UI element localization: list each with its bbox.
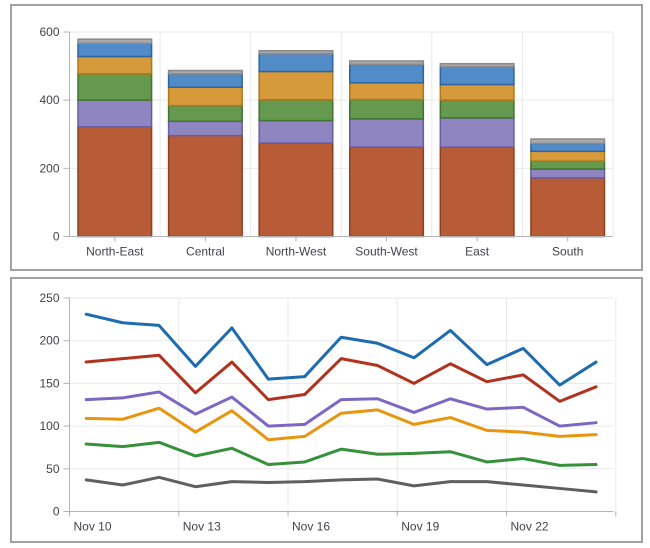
y-axis-label: 150 bbox=[39, 376, 59, 390]
bar-segment-gray-series[interactable] bbox=[349, 60, 425, 66]
bar-segment-gold-series[interactable] bbox=[439, 83, 515, 101]
y-axis-label: 100 bbox=[39, 419, 59, 433]
x-axis-label: Nov 22 bbox=[511, 520, 549, 534]
bar-segment-green-series[interactable] bbox=[258, 99, 334, 122]
bar-segment-green-series[interactable] bbox=[77, 73, 153, 101]
bar-segment-gray-series[interactable] bbox=[258, 49, 334, 55]
bar-segment-blue-series[interactable] bbox=[258, 53, 334, 73]
stacked-bar-chart[interactable]: 0 200 400 600 North-East Central North-West Sou… bbox=[12, 6, 641, 269]
bar-segment-rust-series[interactable] bbox=[258, 142, 334, 238]
stacked-bar-chart-panel: 0 200 400 600 North-East Central North-West Sou… bbox=[10, 4, 643, 271]
x-axis-label: Nov 10 bbox=[73, 520, 111, 534]
x-axis-label: South-West bbox=[355, 245, 418, 259]
bar-segment-blue-series[interactable] bbox=[349, 63, 425, 84]
line-series-orange-series[interactable] bbox=[84, 406, 598, 442]
bar-segment-gray-series[interactable] bbox=[167, 69, 243, 75]
bar-segment-rust-series[interactable] bbox=[167, 134, 243, 238]
y-axis-label: 0 bbox=[53, 505, 60, 519]
bar-segment-gray-series[interactable] bbox=[439, 62, 515, 68]
line-chart[interactable]: 0 50 100 150 200 250 Nov 10 Nov 13 Nov 16 Nov 19 N… bbox=[12, 279, 641, 541]
line-series-purple-series[interactable] bbox=[84, 390, 598, 428]
y-axis-label: 200 bbox=[39, 334, 59, 348]
y-axis-label: 50 bbox=[46, 462, 60, 476]
bar-segment-blue-series[interactable] bbox=[77, 42, 153, 58]
bar-segment-green-series[interactable] bbox=[349, 98, 425, 120]
x-axis-label: North-East bbox=[86, 245, 144, 259]
line-series-gray-series[interactable] bbox=[84, 475, 598, 494]
bar-segment-purple-series[interactable] bbox=[439, 117, 515, 148]
bar-segment-purple-series[interactable] bbox=[77, 99, 153, 128]
line-series-red-series[interactable] bbox=[84, 353, 598, 403]
bar-segment-purple-series[interactable] bbox=[258, 119, 334, 144]
bar-segment-rust-series[interactable] bbox=[439, 146, 515, 238]
bar-segment-green-series[interactable] bbox=[530, 160, 606, 170]
bar-segment-gold-series[interactable] bbox=[530, 150, 606, 162]
bar-segment-rust-series[interactable] bbox=[530, 177, 606, 238]
bar-segment-purple-series[interactable] bbox=[349, 118, 425, 148]
x-axis-label: East bbox=[465, 245, 490, 259]
y-axis-label: 0 bbox=[53, 230, 60, 244]
line-chart-panel: 0 50 100 150 200 250 Nov 10 Nov 13 Nov 16 Nov 19 N… bbox=[10, 277, 643, 543]
x-axis-label: Nov 19 bbox=[401, 520, 439, 534]
y-axis-label: 600 bbox=[39, 25, 59, 39]
x-axis-label: Central bbox=[186, 245, 225, 259]
bar-segment-blue-series[interactable] bbox=[439, 66, 515, 86]
bar-segment-gold-series[interactable] bbox=[349, 82, 425, 101]
bar-segment-gold-series[interactable] bbox=[77, 55, 153, 75]
x-axis-label: South bbox=[552, 245, 583, 259]
x-axis-label: Nov 16 bbox=[292, 520, 330, 534]
line-series-green-series[interactable] bbox=[84, 440, 598, 467]
bar-segment-gold-series[interactable] bbox=[167, 86, 243, 107]
bar-segment-gray-series[interactable] bbox=[530, 138, 606, 145]
bar-segment-purple-series[interactable] bbox=[167, 120, 243, 137]
bar-segment-rust-series[interactable] bbox=[77, 126, 153, 238]
bar-segment-green-series[interactable] bbox=[167, 104, 243, 123]
y-axis-label: 400 bbox=[39, 93, 59, 107]
bar-segment-blue-series[interactable] bbox=[530, 142, 606, 153]
bar-segment-gold-series[interactable] bbox=[258, 70, 334, 101]
x-axis-label: Nov 13 bbox=[183, 520, 221, 534]
bar-segment-rust-series[interactable] bbox=[349, 146, 425, 238]
x-axis-label: North-West bbox=[266, 245, 327, 259]
bar-segment-gray-series[interactable] bbox=[77, 38, 153, 44]
y-axis-label: 200 bbox=[39, 161, 59, 175]
y-axis-label: 250 bbox=[39, 291, 59, 305]
bar-segment-green-series[interactable] bbox=[439, 99, 515, 119]
bar-segment-blue-series[interactable] bbox=[167, 73, 243, 88]
line-series-blue-series[interactable] bbox=[84, 312, 598, 387]
bar-segment-purple-series[interactable] bbox=[530, 168, 606, 179]
